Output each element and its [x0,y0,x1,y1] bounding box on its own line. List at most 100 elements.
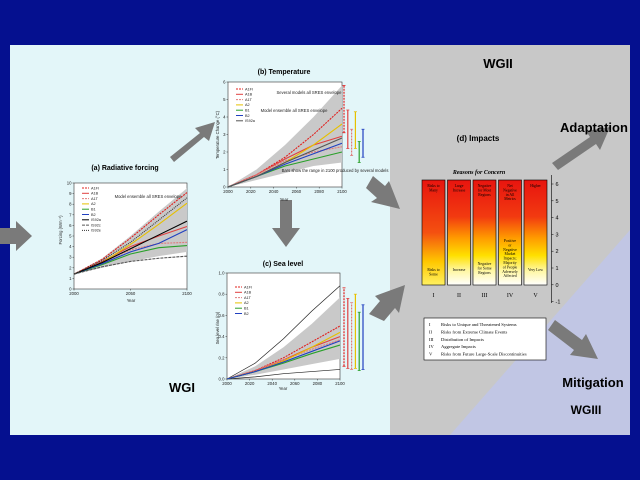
x-tick-label: 2060 [292,189,302,194]
y-tick-label: 0.2 [219,355,226,360]
rfc-top-label: Increase [453,188,466,192]
x-tick-label: 2020 [246,189,256,194]
temperature-annotation-right: Bars show the range in 2100 produced by … [282,168,389,173]
y-tick-label: 6 [69,223,72,228]
rfc-legend-text: Risks from Future Large-Scale Discontinu… [441,352,527,357]
temperature-xlabel: Year [280,197,289,202]
rfc-bottom-label: Majority [503,261,516,265]
series-line-b2 [73,229,188,275]
y-tick-label: 1 [69,276,72,281]
rfc-bottom-label: Market [505,252,517,256]
rfc-bottom-label: or [508,243,512,247]
series-line-a1t [73,241,188,275]
y-tick-label: 7 [69,212,72,217]
rfc-column-i [421,179,446,286]
rfc-bottom-label: Negative [478,262,492,266]
y-tick-label: 0.8 [219,292,226,297]
y-tick-label: 1 [223,167,226,172]
arrow-into-forcing [0,221,32,251]
y-tick-label: 6 [223,80,226,85]
rfc-legend-text: Risks from Extreme Climate Events [441,329,508,334]
rfc-y-tick-label: -1 [556,300,561,306]
wg3-label: WGIII [571,403,602,417]
series-line-is92e [73,197,188,275]
forcing-ylabel: Forcing (Wm⁻²) [58,215,63,245]
rfc-legend-numeral: I [429,322,431,327]
rfc-top-label: Negative [503,188,517,192]
rfc-top-label: in All [506,193,515,197]
y-tick-label: 8 [69,202,72,207]
forcing-xlabel: Year [127,298,136,303]
legend-label: A1FI [91,186,99,190]
series-line-a1fi [227,107,343,188]
legend-label: B2 [245,114,250,118]
x-tick-label: 2080 [313,381,323,386]
rfc-top-label: for Most [478,188,492,192]
rfc-bottom-label: Positive [504,239,517,243]
adaptation-label: Adaptation [560,120,628,135]
arrow-forcing-to-temperature [170,122,215,162]
sealevel-ylabel: Sea level rise (m) [215,311,220,344]
legend-label: A1T [91,197,99,201]
rfc-y-tick-label: 5 [556,199,559,205]
rfc-numeral: II [457,293,461,299]
rfc-legend-numeral: V [429,352,433,357]
series-line-is92c [73,255,188,275]
rfc-legend-text: Risks to Unique and Threatened Systems [441,322,517,327]
legend-label: IS92c [91,223,101,227]
impacts-title: (d) Impacts [457,134,500,143]
legend-label: A1T [244,296,252,300]
x-tick-label: 2080 [314,189,324,194]
rfc-bottom-label: Some [429,272,438,276]
reasons-for-concern-legend: I Risks to Unique and Threatened Systems I… [423,317,547,361]
legend-label: B2 [91,213,96,217]
forcing-annotation: Model ensemble all SRES envelope [115,194,182,199]
model-envelope [74,188,187,275]
arrow-impacts-to-adaptation [552,127,610,170]
rfc-legend-box [423,317,547,361]
legend-label: IS92a [91,218,102,222]
rfc-y-tick-label: 6 [556,182,559,188]
rfc-bottom-label: of People [503,265,518,269]
series-line-is92a [227,137,343,188]
rfc-legend-numeral: II [429,329,433,334]
legend-label: A1FI [244,285,252,289]
series-line-a1fi [73,192,188,275]
y-tick-label: 2 [223,150,226,155]
x-tick-label: 2020 [245,381,255,386]
legend-label: IS92e [91,229,101,233]
legend-label: B1 [245,109,250,113]
rfc-legend-text: Aggregate Impacts [441,344,476,349]
rfc-numeral: I [433,293,435,299]
rfc-column-ii [447,179,471,286]
flow-arrows [0,122,610,359]
y-tick-label: 5 [69,234,72,239]
rfc-top-label: Negative [478,184,492,188]
series-line-a1b [73,225,188,275]
outer-envelope-low [226,369,341,380]
arrow-temperature-to-sealevel [272,200,300,247]
x-tick-label: 2050 [126,291,136,296]
impacts-subtitle: Reasons for Concern [452,170,506,176]
y-tick-label: 3 [69,255,72,260]
x-tick-label: 2060 [290,381,300,386]
model-envelope [228,85,342,187]
rfc-column-iii [472,179,497,286]
series-line-is92a [73,220,188,275]
series-line-a1b [227,135,343,188]
sealevel-chart: 2000 2020 2040 2060 2080 2100 0.0 0.2 0.4 0.6 0.8 1… [219,271,365,386]
y-tick-label: 4 [69,244,72,249]
arrow-impacts-to-mitigation [548,320,598,359]
y-tick-label: 1.0 [219,271,226,276]
x-tick-label: 2040 [269,189,279,194]
rfc-top-label: Higher [530,184,541,188]
y-tick-label: 0.4 [219,334,226,339]
rfc-numeral: III [482,293,488,299]
legend-label: A1FI [245,87,253,91]
legend-label: B2 [244,312,249,316]
y-tick-label: 4 [223,115,226,120]
rfc-numeral: V [533,293,538,299]
rfc-bottom-label: Very Low [528,268,543,272]
rfc-numeral: IV [507,293,514,299]
